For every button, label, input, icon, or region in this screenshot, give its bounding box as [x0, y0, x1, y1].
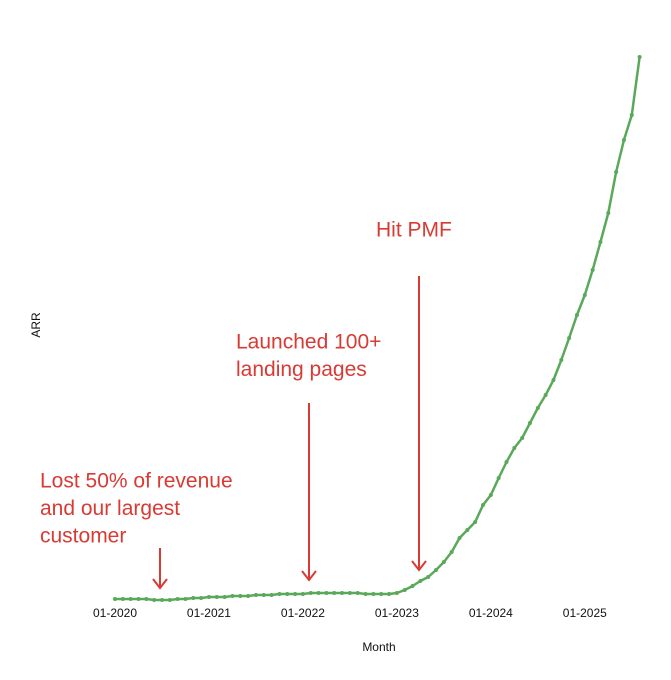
point [269, 593, 274, 597]
y-axis-label: ARR [29, 312, 43, 338]
point [167, 598, 172, 602]
point [543, 393, 548, 397]
x-tick-label: 01-2020 [93, 606, 137, 620]
point [191, 596, 196, 600]
annotation-text: Launched 100+ [236, 331, 381, 354]
point [481, 503, 486, 507]
point [308, 591, 313, 595]
point [214, 595, 219, 599]
point [199, 596, 204, 600]
point [434, 568, 439, 572]
point [355, 591, 360, 595]
point [316, 591, 321, 595]
point [253, 593, 258, 597]
x-axis-label: Month [362, 640, 395, 654]
point [246, 594, 251, 598]
x-tick-label: 01-2025 [563, 606, 607, 620]
point [230, 594, 235, 598]
annotation-text: landing pages [236, 358, 367, 381]
point [496, 476, 501, 480]
point [128, 597, 133, 601]
annotation-text: customer [40, 525, 126, 548]
point [590, 268, 595, 272]
point [285, 592, 290, 596]
point [559, 358, 564, 362]
point [402, 588, 407, 592]
point [277, 592, 282, 596]
point [551, 378, 556, 382]
point [473, 520, 478, 524]
point [527, 421, 532, 425]
point [512, 446, 517, 450]
point [387, 592, 392, 596]
point [300, 592, 305, 596]
point [183, 597, 188, 601]
point [324, 591, 329, 595]
point [426, 575, 431, 579]
point [621, 138, 626, 142]
annotation-arrowhead [301, 570, 317, 582]
point [332, 591, 337, 595]
point [175, 597, 180, 601]
point [136, 597, 141, 601]
point [340, 591, 345, 595]
point [535, 406, 540, 410]
point [418, 579, 423, 583]
point [567, 336, 572, 340]
point [144, 597, 149, 601]
annotation-text: and our largest [40, 497, 180, 520]
point [113, 597, 117, 601]
point [363, 592, 368, 596]
point [582, 293, 587, 297]
point [293, 592, 298, 596]
x-tick-label: 01-2022 [281, 606, 325, 620]
x-tick-label: 01-2023 [375, 606, 419, 620]
point [504, 460, 509, 464]
point [371, 592, 376, 596]
annotation-text: Hit PMF [376, 219, 452, 242]
point [261, 593, 266, 597]
point [441, 560, 446, 564]
point [410, 584, 415, 588]
point [488, 493, 493, 497]
point [457, 536, 462, 540]
point [394, 591, 399, 595]
x-tick-label: 01-2021 [187, 606, 231, 620]
point [598, 240, 603, 244]
point [120, 597, 125, 601]
point [465, 528, 470, 532]
point [614, 170, 619, 174]
annotation-arrowhead [411, 560, 427, 572]
point [379, 592, 384, 596]
point [449, 550, 454, 554]
point [574, 313, 579, 317]
point [520, 436, 525, 440]
point [238, 594, 243, 598]
point [637, 55, 642, 59]
point [606, 211, 611, 215]
line [115, 56, 641, 602]
point [152, 598, 157, 602]
point [347, 591, 352, 595]
point [629, 113, 634, 117]
point [206, 595, 211, 599]
annotation-arrowhead [152, 578, 168, 590]
annotation-text: Lost 50% of revenue [40, 470, 233, 493]
point [222, 595, 227, 599]
x-tick-label: 01-2024 [469, 606, 513, 620]
point [159, 598, 164, 602]
